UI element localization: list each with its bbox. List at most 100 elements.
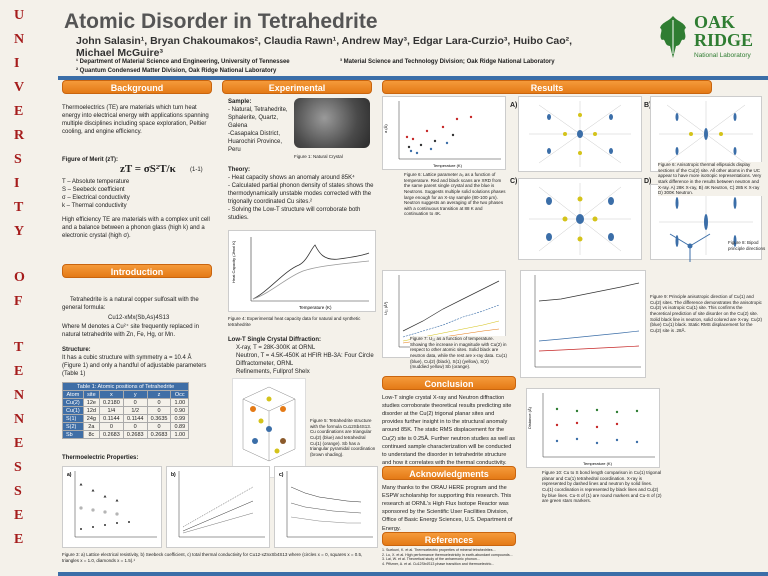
definition-item: k – Thermal conductivity <box>62 203 127 210</box>
diffraction-list: X-ray, T = 28K-300K at ORNL Neutron, T = … <box>236 344 374 376</box>
table-cell: S(2) <box>62 422 84 431</box>
intro-text-2: Where M denotes a Cu²⁺ site frequently r… <box>62 324 199 339</box>
theory-item: - Heat capacity shows an anomaly around … <box>228 175 355 181</box>
diffraction-item: X-ray, T = 28K-300K at ORNL <box>236 345 316 351</box>
authors-line-1: John Salasin¹, Bryan Chakoumakos², Claud… <box>76 35 573 47</box>
table-header-row: Atom site x y z Occ <box>62 390 190 399</box>
ornl-logo: OAK RIDGE National Laboratory <box>654 10 764 74</box>
poster-title: Atomic Disorder in Tetrahedrite <box>64 10 378 33</box>
header-introduction: Introduction <box>62 264 212 278</box>
ellipsoid-panel-a <box>518 96 642 172</box>
table-cell: 12d <box>82 406 100 415</box>
table-row: S(1) 24g 0.1144 0.1144 0.3635 0.99 <box>62 414 190 423</box>
side-letter: N <box>14 412 25 427</box>
heat-capacity-plot: Heat Capacity (J/mol K) Temperature (K) <box>228 230 376 312</box>
fig7-caption: Figure 7: U₁₁ as a function of temperatu… <box>410 336 508 370</box>
table-cell: 0 <box>146 406 172 415</box>
table-cell: Sb <box>62 430 84 439</box>
background-text: Thermoelectrics (TE) are materials which… <box>62 105 209 136</box>
table-cell: 8c <box>82 430 100 439</box>
fig1-caption: Figure 1: Natural Crystal <box>294 154 343 159</box>
table-cell: 0.2683 <box>146 430 172 439</box>
side-letter: E <box>14 104 24 119</box>
seebeck-plot: b) <box>166 466 270 548</box>
side-letter: U <box>14 8 25 23</box>
affiliation-1: ¹ Department of Material Science and Eng… <box>76 59 290 65</box>
header-results: Results <box>382 80 712 94</box>
side-letter: F <box>14 294 23 309</box>
side-letter: I <box>14 56 20 71</box>
bond-length-plot: Distance (Å) Temperature (K) <box>526 388 660 468</box>
header-acknowledgments: Acknowledgments <box>382 466 516 480</box>
results-label-b: B) <box>644 102 652 109</box>
ellipsoid-panel-c <box>518 178 642 260</box>
acknowledgments-text: Many thanks to the ORAU HERE program and… <box>382 485 513 532</box>
heat-capacity-ylabel: Heat Capacity (J/mol K) <box>231 240 236 283</box>
side-letter: S <box>14 460 22 475</box>
atomic-positions-table: Table 1: Atomic positions of Tetrahedrit… <box>61 382 190 439</box>
table-cell: 0.2180 <box>98 398 124 407</box>
u11-ylabel: U₁₁ (Å²) <box>383 301 388 315</box>
table-column-header: y <box>122 390 148 399</box>
header-references: References <box>382 532 516 546</box>
logo-ridge: RIDGE <box>694 30 754 50</box>
side-letter: E <box>14 436 24 451</box>
lattice-caption: Figure 6: Lattice parameter a₀ as a func… <box>404 172 506 217</box>
fig10-caption: Figure 10: Cu to S bond length compariso… <box>542 470 662 504</box>
table-cell: 0.1144 <box>122 414 148 423</box>
reference-item: 3. Lai, W. et al. Theoretical study of t… <box>382 557 480 562</box>
conclusion-text: Low-T single crystal X-ray and Neutron d… <box>382 395 516 466</box>
table-cell: S(1) <box>62 414 84 423</box>
side-letter: E <box>14 508 24 523</box>
table-row: Cu(2) 12e 0.2180 0 0 1.00 <box>62 398 190 407</box>
header-experimental: Experimental <box>222 80 372 94</box>
logo-national-lab: National Laboratory <box>694 52 751 59</box>
intro-text: Tetrahedrite is a natural copper sulfosa… <box>62 297 199 312</box>
table-cell: 1/2 <box>122 406 148 415</box>
structure-image <box>232 378 306 478</box>
authors-line-2: Michael McGuire³ <box>76 47 163 59</box>
lattice-parameter-plot: a (Å) Temperature (K) <box>382 96 506 170</box>
bipod-diagram <box>660 226 720 266</box>
fig6-caption: Figure 6: Anisotropic thermal ellipsoids… <box>658 162 762 196</box>
table-row: Cu(1) 12d 1/4 1/2 0 0.90 <box>62 406 190 415</box>
diffraction-heading: Low-T Single Crystal Diffraction: <box>228 337 322 343</box>
table-cell: 0.2683 <box>122 430 148 439</box>
table-cell: 2a <box>82 422 100 431</box>
equation-number: (1-1) <box>190 167 203 173</box>
side-letter: N <box>14 32 25 47</box>
reference-item: 4. Pfitzner, A. et al. Cu12Sb4S13 phase … <box>382 562 495 567</box>
table-cell: 1/4 <box>98 406 124 415</box>
results-label-d: D) <box>644 178 652 185</box>
fig4-caption: Figure 4: Experimental heat capacity dat… <box>228 316 361 327</box>
sample-item: - Natural, Tetrahedrite, Sphalerite, Qua… <box>228 107 288 130</box>
fig8-caption: Figure 8: Bipod principle directions <box>728 240 766 251</box>
side-letter: S <box>14 484 22 499</box>
definition-item: S – Seebeck coefficient <box>62 187 125 194</box>
reference-item: 2. Lu, X. et al. High performance thermo… <box>382 552 513 557</box>
table-cell: 0.90 <box>170 406 190 415</box>
table-cell: Cu(1) <box>62 406 84 415</box>
table-cell: 0 <box>98 422 124 431</box>
definitions-list: T – Absolute temperature S – Seebeck coef… <box>62 178 212 210</box>
side-letter: S <box>14 152 22 167</box>
fig9-caption: Figure 9: Principle anisotropic directio… <box>650 294 762 333</box>
side-letter: T <box>14 340 24 355</box>
affiliation-3: ² Quantum Condensed Matter Division, Oak… <box>76 68 277 74</box>
heat-capacity-xlabel: Temperature (K) <box>299 305 332 310</box>
table-cell: 1.00 <box>170 398 190 407</box>
fom-equation: zT = σS²T/κ <box>120 163 176 175</box>
table-column-header: Atom <box>62 390 84 399</box>
lattice-xlabel: Temperature (K) <box>433 163 463 168</box>
header-conclusion: Conclusion <box>382 376 516 390</box>
theory-list: - Heat capacity shows an anomaly around … <box>228 174 376 223</box>
table-cell: Cu(2) <box>62 398 84 407</box>
side-letter: E <box>14 532 24 547</box>
definition-item: σ – Electrical conductivity <box>62 195 130 202</box>
results-label-c: C) <box>510 178 518 185</box>
side-letter: V <box>14 80 25 95</box>
sample-heading: Sample: <box>228 99 252 105</box>
title-divider <box>58 76 768 80</box>
theory-heading: Theory: <box>228 167 251 173</box>
table-column-header: z <box>146 390 172 399</box>
